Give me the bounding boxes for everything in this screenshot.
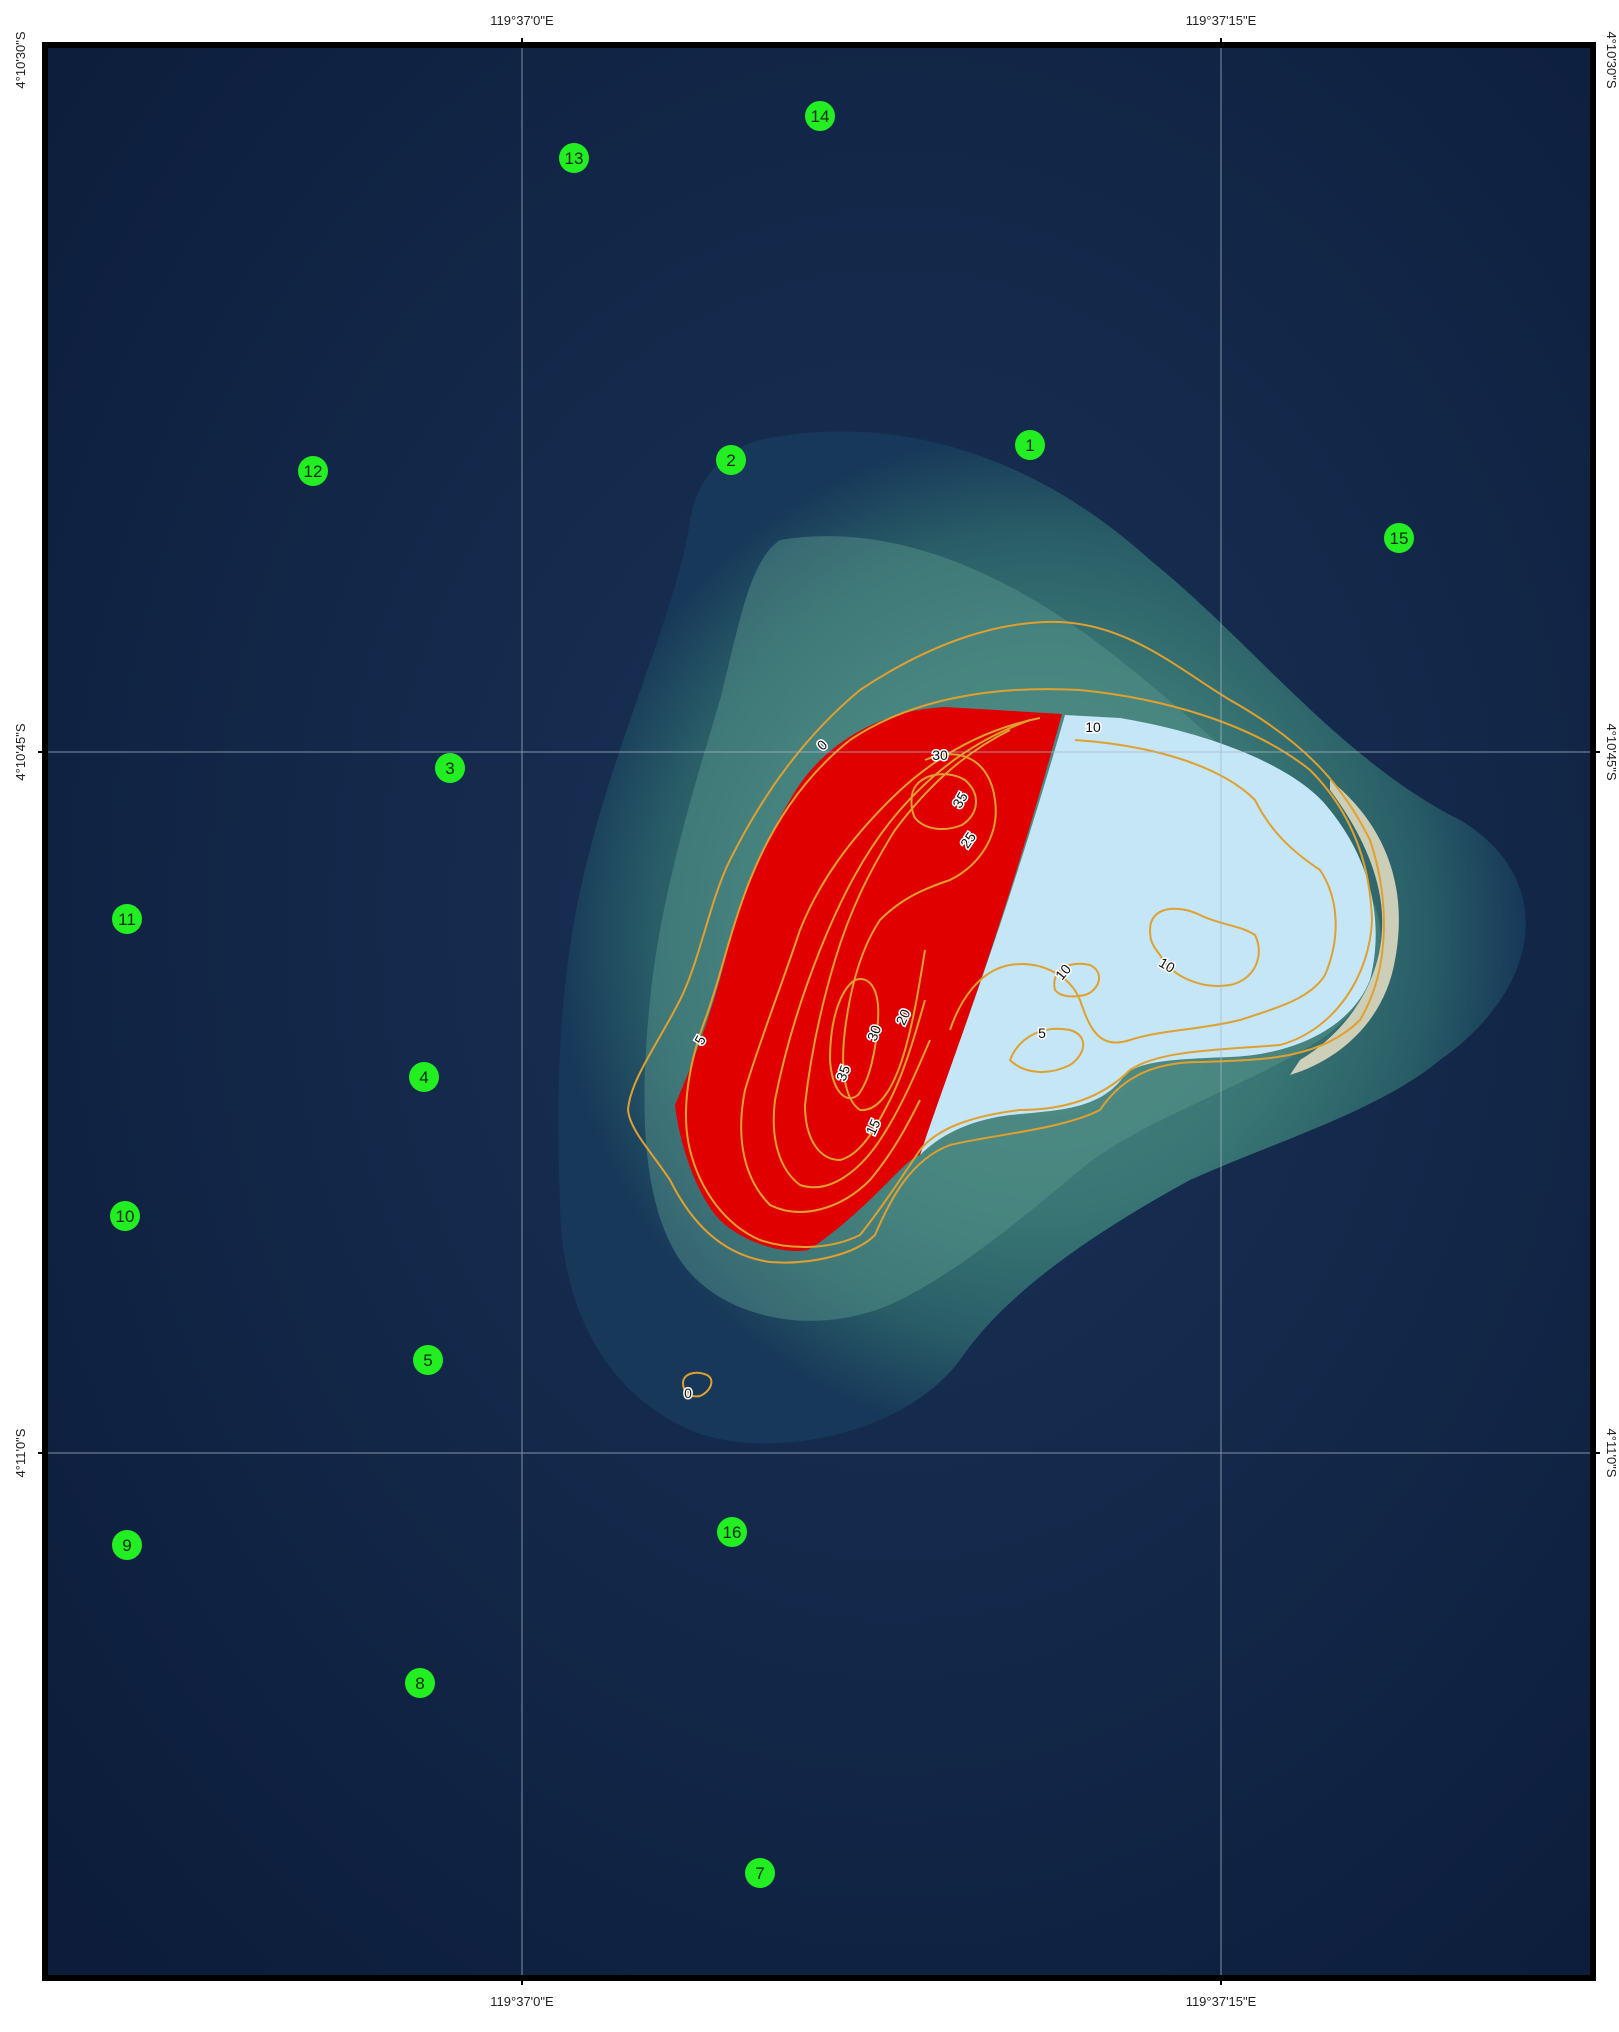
lat-label-right-2: 4°10'45"S [1604, 723, 1619, 780]
contour-label: 35 [833, 1063, 853, 1083]
contour-15 [740, 717, 1041, 1213]
contour-label: 10 [1085, 719, 1101, 735]
graticule-lines [45, 45, 1593, 1978]
contour-lines [626, 620, 1385, 1398]
station-13[interactable]: 13 [559, 143, 589, 173]
station-label: 10 [116, 1207, 135, 1226]
station-14[interactable]: 14 [805, 101, 835, 131]
lon-label-bottom-2: 119°37'15"E [1186, 1994, 1257, 2009]
station-5[interactable]: 5 [413, 1345, 443, 1375]
station-label: 15 [1390, 529, 1409, 548]
station-4[interactable]: 4 [409, 1062, 439, 1092]
station-label: 12 [304, 462, 323, 481]
contour-5-inner [1008, 1027, 1085, 1073]
contour-0-islet [681, 1371, 713, 1398]
beach [1290, 780, 1399, 1075]
station-8[interactable]: 8 [405, 1668, 435, 1698]
station-label: 4 [419, 1068, 428, 1087]
lat-label-left-1: 4°10'30"S [13, 31, 28, 88]
contour-label: 5 [1038, 1025, 1046, 1041]
station-label: 8 [415, 1674, 424, 1693]
station-label: 14 [811, 107, 830, 126]
contour-30 [842, 753, 997, 1112]
lat-label-left-3: 4°11'0"S [13, 1428, 28, 1477]
station-label: 11 [118, 910, 136, 929]
station-10[interactable]: 10 [110, 1201, 140, 1231]
low-value-zone [920, 715, 1376, 1155]
lon-label-bottom-1: 119°37'0"E [490, 1994, 554, 2009]
contour-label: 30 [864, 1023, 884, 1043]
station-9[interactable]: 9 [112, 1530, 142, 1560]
station-15[interactable]: 15 [1384, 523, 1414, 553]
contour-10-c [1053, 962, 1100, 998]
contour-10-b [1148, 907, 1260, 987]
contour-10-a [949, 739, 1337, 1044]
station-label: 13 [565, 149, 584, 168]
contour-label: 30 [932, 747, 948, 763]
contour-35-a [910, 773, 977, 831]
contour-35-b [828, 978, 880, 1100]
station-label: 2 [726, 451, 735, 470]
station-3[interactable]: 3 [435, 753, 465, 783]
contour-5 [685, 688, 1374, 1248]
station-label: 16 [723, 1523, 742, 1542]
station-2[interactable]: 2 [716, 445, 746, 475]
sampling-stations: 1 2 3 4 5 7 8 9 [110, 101, 1414, 1888]
station-label: 3 [445, 759, 454, 778]
station-11[interactable]: 11 [112, 904, 142, 934]
station-label: 5 [423, 1351, 432, 1370]
lon-label-top-1: 119°37'0"E [490, 13, 554, 28]
graticule-ticks [38, 38, 1600, 1985]
contour-0 [626, 620, 1385, 1264]
station-1[interactable]: 1 [1015, 430, 1045, 460]
contour-25 [803, 729, 1011, 1162]
contour-20 [772, 719, 1031, 1189]
lon-label-top-2: 119°37'15"E [1186, 13, 1257, 28]
station-7[interactable]: 7 [745, 1858, 775, 1888]
high-value-zone [675, 707, 1062, 1251]
contour-label: 0 [684, 1385, 692, 1401]
station-label: 7 [755, 1864, 764, 1883]
lat-label-right-3: 4°11'0"S [1604, 1429, 1619, 1478]
station-label: 1 [1025, 436, 1034, 455]
lat-label-left-2: 4°10'45"S [13, 723, 28, 780]
station-12[interactable]: 12 [298, 456, 328, 486]
station-label: 9 [122, 1536, 131, 1555]
station-16[interactable]: 16 [717, 1517, 747, 1547]
lat-label-right-1: 4°10'30"S [1604, 31, 1619, 88]
